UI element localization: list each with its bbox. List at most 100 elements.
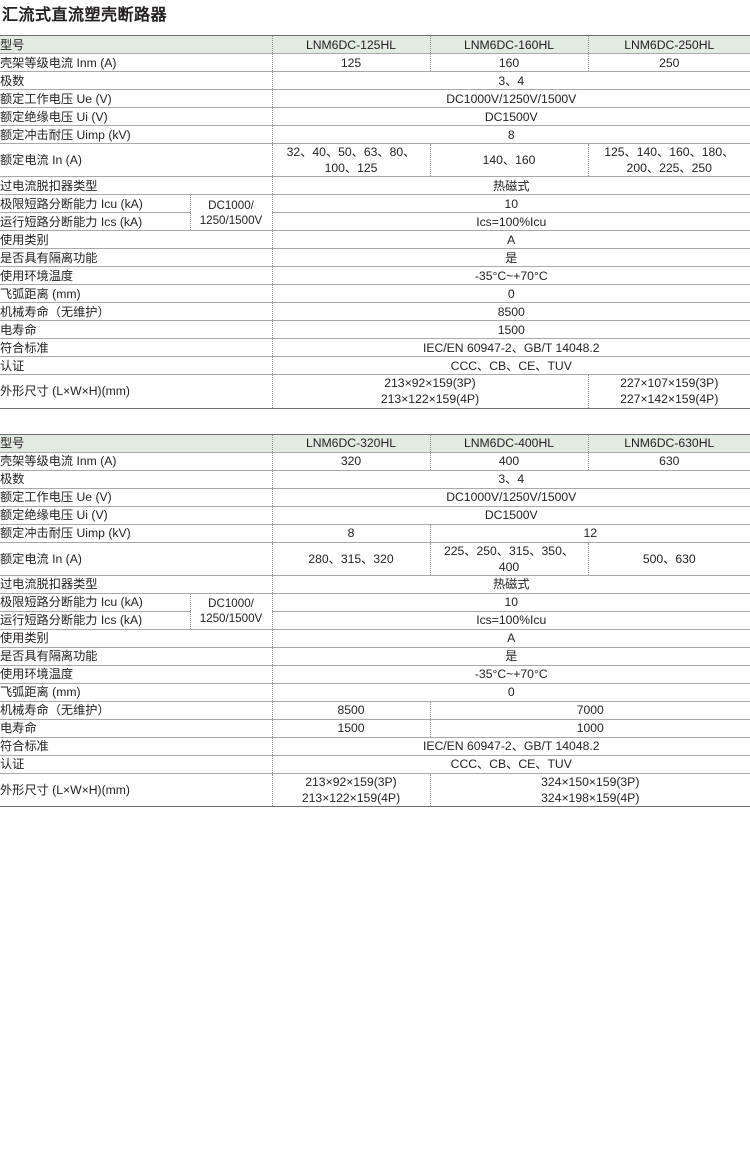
row-value-cell-1: 1500	[271, 719, 430, 738]
row-value-cell-2: 160	[429, 53, 588, 73]
row-value-cell-1: 280、315、320	[271, 542, 430, 576]
row-value-cell-1: -35°C~+70°C	[271, 266, 750, 286]
model-header-cell-1: LNM6DC-320HL	[271, 433, 430, 453]
row-value-cell-1: 1500	[271, 320, 750, 340]
table-gap	[0, 409, 750, 434]
table-header-row: 型号 LNM6DC-320HL LNM6DC-400HL LNM6DC-630HL	[0, 433, 750, 453]
table-row: 极数 3、4	[0, 71, 750, 91]
row-value-cell-3: 250	[587, 53, 750, 73]
row-value-cell-1: 0	[271, 683, 750, 702]
row-label-cell: 符合标准	[0, 338, 272, 358]
row-value-cell-1: DC1000V/1250V/1500V	[271, 89, 750, 109]
spec-sheet-page: 汇流式直流塑壳断路器 型号 LNM6DC-125HL LNM6DC-160HL LNM…	[0, 7, 750, 807]
row-value-cell-1: 320	[271, 452, 430, 471]
row-value-cell-2: 324×150×159(3P) 324×198×159(4P)	[429, 773, 750, 807]
row-value-cell-1: 3、4	[271, 71, 750, 91]
row-value-cell-2: 400	[429, 452, 588, 471]
row-value-cell-1: 32、40、50、63、80、 100、125	[271, 143, 430, 178]
row-value-cell-1: 热磁式	[271, 176, 750, 196]
spec-table-2: 型号 LNM6DC-320HL LNM6DC-400HL LNM6DC-630HL 壳架…	[0, 433, 750, 807]
row-value-cell-1: 0	[271, 284, 750, 304]
table-row: 运行短路分断能力 Ics (kA) Ics=100%Icu	[0, 611, 750, 630]
row-label-cell: 外形尺寸 (L×W×H)(mm)	[0, 773, 272, 807]
table-row: 额定绝缘电压 Ui (V) DC1500V	[0, 506, 750, 525]
header-label-cell: 型号	[0, 35, 272, 55]
table-row: 使用环境温度 -35°C~+70°C	[0, 665, 750, 684]
row-value-cell-1: DC1000V/1250V/1500V	[271, 488, 750, 507]
model-header-cell-3: LNM6DC-250HL	[587, 35, 750, 55]
row-label-cell: 额定绝缘电压 Ui (V)	[0, 107, 272, 127]
row-value-cell-1: 3、4	[271, 470, 750, 489]
row-value-cell-1: 213×92×159(3P) 213×122×159(4P)	[271, 773, 430, 807]
table-2-body: 型号 LNM6DC-320HL LNM6DC-400HL LNM6DC-630HL 壳架…	[0, 433, 750, 807]
table-row: 使用类别 A	[0, 629, 750, 648]
spec-table-1: 型号 LNM6DC-125HL LNM6DC-160HL LNM6DC-250HL 壳架…	[0, 35, 750, 409]
table-row: 飞弧距离 (mm) 0	[0, 284, 750, 304]
table-row: 符合标准 IEC/EN 60947-2、GB/T 14048.2	[0, 737, 750, 756]
row-label-cell: 认证	[0, 356, 272, 376]
table-row: 符合标准 IEC/EN 60947-2、GB/T 14048.2	[0, 338, 750, 358]
row-value-cell-3: 500、630	[587, 542, 750, 576]
row-value-cell-1: Ics=100%Icu	[271, 212, 750, 232]
row-label-cell: 运行短路分断能力 Ics (kA)	[0, 212, 190, 232]
row-label-cell: 额定冲击耐压 Uimp (kV)	[0, 125, 272, 145]
row-value-cell-1: -35°C~+70°C	[271, 665, 750, 684]
row-value-cell-1: IEC/EN 60947-2、GB/T 14048.2	[271, 338, 750, 358]
row-value-cell-2: 225、250、315、350、 400	[429, 542, 588, 576]
row-value-cell-2: 7000	[429, 701, 750, 720]
row-value-cell-2: 227×107×159(3P) 227×142×159(4P)	[587, 374, 750, 409]
table-row: 额定电流 In (A) 32、40、50、63、80、 100、125 140、16…	[0, 143, 750, 178]
row-value-cell-2: 140、160	[429, 143, 588, 178]
row-label-cell: 额定冲击耐压 Uimp (kV)	[0, 524, 272, 543]
table-row: 使用类别 A	[0, 230, 750, 250]
row-label-cell: 电寿命	[0, 719, 272, 738]
row-label-cell: 使用类别	[0, 230, 272, 250]
table-row: 认证 CCC、CB、CE、TUV	[0, 755, 750, 774]
table-row: 外形尺寸 (L×W×H)(mm) 213×92×159(3P) 213×122×1…	[0, 773, 750, 807]
table-row: 额定绝缘电压 Ui (V) DC1500V	[0, 107, 750, 127]
table-row: 额定冲击耐压 Uimp (kV) 8	[0, 125, 750, 145]
model-header-cell-3: LNM6DC-630HL	[587, 433, 750, 453]
row-label-cell: 壳架等级电流 Inm (A)	[0, 53, 272, 73]
table-row: 是否具有隔离功能是	[0, 647, 750, 666]
table-row: 电寿命 1500 1000	[0, 719, 750, 738]
row-value-cell-1: 是	[271, 248, 750, 268]
row-label-cell: 认证	[0, 755, 272, 774]
header-label-cell: 型号	[0, 433, 272, 453]
row-label-cell: 飞弧距离 (mm)	[0, 284, 272, 304]
table-row: 极限短路分断能力 Icu (kA) DC1000/ 1250/1500V 10	[0, 194, 750, 232]
table-row: 极数 3、4	[0, 470, 750, 489]
row-value-cell-3: 125、140、160、180、 200、225、250	[587, 143, 750, 178]
table-row: 运行短路分断能力 Ics (kA) Ics=100%Icu	[0, 212, 750, 232]
row-label-cell: 壳架等级电流 Inm (A)	[0, 452, 272, 471]
row-label-cell: 额定工作电压 Ue (V)	[0, 488, 272, 507]
row-value-cell-1: Ics=100%Icu	[271, 611, 750, 630]
row-value-cell-1: A	[271, 230, 750, 250]
table-row: 认证 CCC、CB、CE、TUV	[0, 356, 750, 376]
row-value-cell-1: IEC/EN 60947-2、GB/T 14048.2	[271, 737, 750, 756]
row-value-cell-1: CCC、CB、CE、TUV	[271, 755, 750, 774]
table-row: 机械寿命（无维护） 8500 7000	[0, 701, 750, 720]
row-label-cell: 额定工作电压 Ue (V)	[0, 89, 272, 109]
page-title: 汇流式直流塑壳断路器	[2, 7, 168, 24]
row-sub-label-cell: DC1000/ 1250/1500V	[189, 593, 273, 630]
table-row: 飞弧距离 (mm) 0	[0, 683, 750, 702]
row-value-cell-1: 8	[271, 125, 750, 145]
row-value-cell-1: 8	[271, 524, 430, 543]
row-value-cell-1: 10	[271, 194, 750, 214]
table-row: 极限短路分断能力 Icu (kA) DC1000/ 1250/1500V 10	[0, 593, 750, 630]
row-label-cell: 机械寿命（无维护）	[0, 701, 272, 720]
row-label-cell: 极数	[0, 470, 272, 489]
row-label-cell: 外形尺寸 (L×W×H)(mm)	[0, 374, 272, 409]
table-row: 过电流脱扣器类型 热磁式	[0, 575, 750, 594]
row-label-cell: 运行短路分断能力 Ics (kA)	[0, 611, 190, 630]
row-value-cell-2: 1000	[429, 719, 750, 738]
table-row: 额定电流 In (A) 280、315、320 225、250、315、350、 4…	[0, 542, 750, 576]
row-label-cell: 电寿命	[0, 320, 272, 340]
table-header-row: 型号 LNM6DC-125HL LNM6DC-160HL LNM6DC-250HL	[0, 35, 750, 55]
table-row: 壳架等级电流 Inm (A) 320 400 630	[0, 452, 750, 471]
row-label-cell: 符合标准	[0, 737, 272, 756]
table-row: 额定工作电压 Ue (V) DC1000V/1250V/1500V	[0, 488, 750, 507]
row-label-cell: 过电流脱扣器类型	[0, 176, 272, 196]
table-row: 机械寿命（无维护） 8500	[0, 302, 750, 322]
